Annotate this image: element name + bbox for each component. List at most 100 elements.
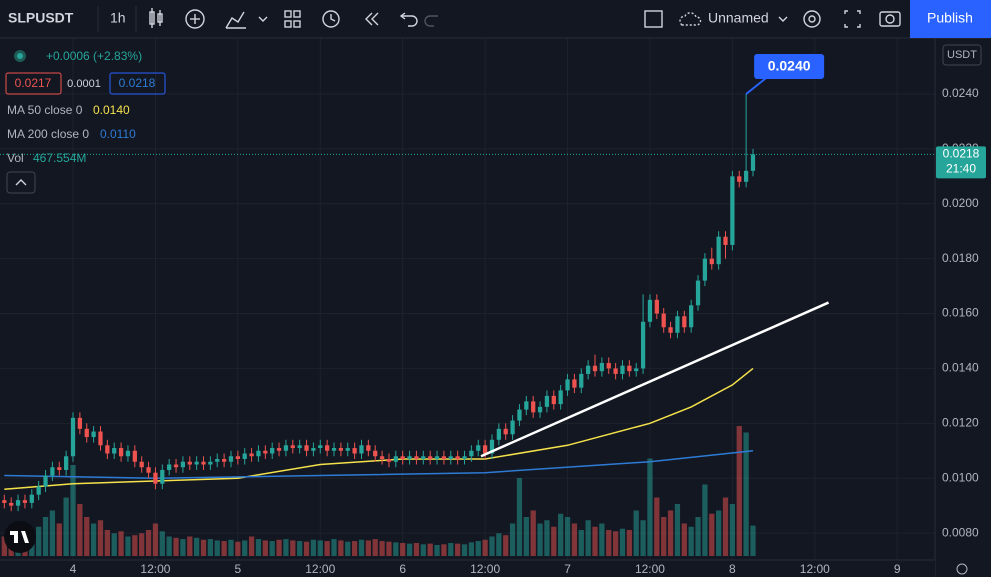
candle-body: [290, 445, 295, 449]
layout-name[interactable]: Unnamed: [708, 10, 769, 26]
candle-body: [421, 456, 426, 460]
replay-icon[interactable]: [365, 12, 373, 26]
cloud-icon[interactable]: [679, 12, 702, 26]
volume-bar: [654, 497, 660, 556]
volume-bar: [413, 543, 420, 556]
volume-bar: [118, 531, 124, 556]
last-price-box: [936, 146, 986, 179]
candle-body: [297, 445, 302, 449]
candle-body: [132, 450, 137, 462]
candle-body: [730, 176, 735, 245]
volume-bar: [461, 544, 468, 556]
candle-body: [702, 258, 708, 281]
symbol[interactable]: SLPUSDT: [8, 10, 74, 26]
candle-body: [544, 395, 550, 407]
volume-bar: [729, 504, 736, 556]
collapse-button[interactable]: [6, 171, 36, 194]
volume-bar: [661, 517, 667, 556]
candle-body: [2, 500, 7, 503]
volume-bar: [709, 513, 715, 556]
y-tick-label: 0.0200: [942, 196, 979, 210]
bid-box[interactable]: [5, 72, 62, 95]
candle-body: [228, 456, 234, 462]
x-tick-label: 6: [399, 562, 406, 576]
bid[interactable]: 0.0217: [15, 76, 52, 90]
volume-bar: [736, 426, 742, 556]
dropdown[interactable]: [258, 16, 268, 22]
ask-box[interactable]: [109, 72, 166, 95]
ma50-value: 0.0140: [93, 103, 130, 117]
volume-bar: [434, 544, 440, 556]
dropdown[interactable]: [778, 16, 788, 22]
volume-bar: [173, 537, 179, 556]
ask[interactable]: 0.0218: [119, 76, 156, 90]
snapshot-icon[interactable]: [879, 11, 901, 27]
candle-body: [98, 431, 103, 446]
x-tick-label: 8: [729, 562, 736, 576]
candle-body: [579, 373, 584, 388]
settings-icon[interactable]: [803, 10, 821, 28]
candle-body: [256, 450, 261, 457]
indicator-icon[interactable]: [185, 9, 205, 29]
candle-body: [386, 459, 392, 462]
last-price-label: 0.0218: [943, 147, 980, 161]
trendline: [480, 301, 830, 458]
x-tick-label: 5: [235, 562, 242, 576]
status-dot-core: [17, 53, 23, 59]
select-icon[interactable]: [644, 10, 663, 28]
candle-body: [221, 459, 227, 462]
volume-bar: [379, 541, 385, 556]
candle-body: [345, 448, 350, 451]
candle-body: [565, 379, 570, 391]
axes: 0.0080 0.0100 0.0120 0.0140 0.0160 0.0180 0.02…: [70, 86, 986, 576]
volume-bar: [221, 541, 227, 556]
undo-icon[interactable]: [402, 15, 418, 27]
candle-body: [9, 502, 14, 506]
volume-bar: [695, 517, 701, 556]
candle-body: [338, 448, 344, 451]
candle-body: [263, 450, 268, 454]
toolbar: [0, 0, 991, 38]
logo[interactable]: [4, 521, 36, 553]
candle-body: [373, 450, 378, 457]
publish-button[interactable]: [910, 0, 991, 38]
interval[interactable]: 1h: [110, 10, 126, 26]
volume-bar: [338, 540, 344, 556]
volume-bar: [393, 542, 399, 556]
candle-body: [242, 453, 247, 460]
volume-bar: [42, 517, 49, 556]
candle-body: [36, 486, 41, 495]
time-axis: [0, 560, 935, 577]
fullscreen-icon[interactable]: [844, 10, 848, 14]
volume-bar: [145, 530, 152, 556]
toolbar-icons: [149, 8, 901, 29]
candle-body: [647, 299, 653, 322]
volume-bar: [626, 530, 632, 556]
volume-bar: [406, 543, 413, 556]
volume-bar: [310, 539, 317, 556]
indicators-icon[interactable]: [225, 11, 245, 29]
candle-body: [695, 280, 701, 306]
y-tick-label: 0.0080: [942, 525, 979, 539]
candle-body: [661, 313, 666, 328]
y-tick-label: 0.0180: [942, 251, 979, 265]
alert-icon[interactable]: [322, 10, 340, 28]
settings-icon[interactable]: [956, 563, 968, 575]
volume-bar: [70, 465, 76, 556]
volume-bar: [516, 478, 523, 556]
volume-bar: [647, 458, 653, 556]
volume-bar: [386, 541, 392, 556]
volume-bar: [427, 543, 433, 556]
currency-badge[interactable]: [942, 44, 982, 66]
publish-label[interactable]: Publish: [927, 10, 973, 26]
candle-body: [723, 236, 728, 245]
volume-bar: [496, 533, 502, 556]
volume-bar: [1, 536, 7, 556]
volume-bar: [420, 544, 426, 556]
candle-body: [434, 456, 440, 460]
volume-bar: [139, 533, 145, 556]
y-tick-label: 0.0240: [942, 86, 979, 100]
redo-icon[interactable]: [424, 15, 438, 27]
candle-body: [517, 409, 522, 421]
layout-icon[interactable]: [284, 10, 292, 18]
